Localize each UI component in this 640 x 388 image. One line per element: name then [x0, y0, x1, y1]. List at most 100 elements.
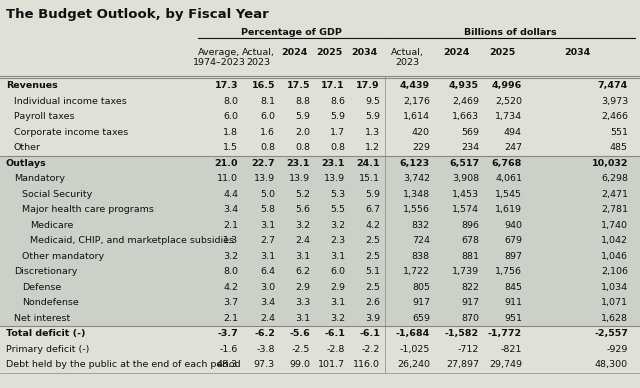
Text: 822: 822 [461, 283, 479, 292]
Bar [0, 218, 640, 233]
Text: 2,469: 2,469 [452, 97, 479, 106]
Bar [0, 156, 640, 171]
Text: 2,466: 2,466 [601, 112, 628, 121]
Text: 6,768: 6,768 [492, 159, 522, 168]
Text: 5.3: 5.3 [330, 190, 345, 199]
Text: 4,439: 4,439 [400, 81, 430, 90]
Text: 1,348: 1,348 [403, 190, 430, 199]
Text: 1,628: 1,628 [601, 314, 628, 323]
Text: 2.0: 2.0 [295, 128, 310, 137]
Text: 2024: 2024 [282, 48, 308, 57]
Text: 17.5: 17.5 [287, 81, 310, 90]
Text: -6.1: -6.1 [359, 329, 380, 338]
Text: 97.3: 97.3 [254, 360, 275, 369]
Text: 5.1: 5.1 [365, 267, 380, 276]
Text: Outlays: Outlays [6, 159, 47, 168]
Text: Percentage of GDP: Percentage of GDP [241, 28, 342, 37]
Text: 896: 896 [461, 221, 479, 230]
Text: 5.5: 5.5 [330, 205, 345, 214]
Text: 8.6: 8.6 [330, 97, 345, 106]
Text: -6.1: -6.1 [324, 329, 345, 338]
Text: 4.2: 4.2 [365, 221, 380, 230]
Text: 1.3: 1.3 [223, 236, 238, 245]
Text: 22.7: 22.7 [252, 159, 275, 168]
Text: 2.1: 2.1 [223, 221, 238, 230]
Bar [0, 357, 640, 372]
Text: 6.0: 6.0 [260, 112, 275, 121]
Text: 3.1: 3.1 [295, 252, 310, 261]
Text: Major health care programs: Major health care programs [22, 205, 154, 214]
Text: -3.8: -3.8 [257, 345, 275, 354]
Text: 27,897: 27,897 [446, 360, 479, 369]
Text: 2034: 2034 [351, 48, 378, 57]
Text: 1.6: 1.6 [260, 128, 275, 137]
Text: 2.5: 2.5 [365, 283, 380, 292]
Text: 101.7: 101.7 [318, 360, 345, 369]
Text: 3.4: 3.4 [223, 205, 238, 214]
Text: 2.1: 2.1 [223, 314, 238, 323]
Text: -2.5: -2.5 [292, 345, 310, 354]
Text: 0.8: 0.8 [330, 143, 345, 152]
Text: Primary deficit (-): Primary deficit (-) [6, 345, 90, 354]
Text: -929: -929 [607, 345, 628, 354]
Text: 6.0: 6.0 [330, 267, 345, 276]
Text: 2,106: 2,106 [601, 267, 628, 276]
Text: 6,298: 6,298 [601, 174, 628, 183]
Text: 1,545: 1,545 [495, 190, 522, 199]
Text: 940: 940 [504, 221, 522, 230]
Bar [0, 187, 640, 202]
Text: 3,908: 3,908 [452, 174, 479, 183]
Text: 0.8: 0.8 [295, 143, 310, 152]
Text: Medicaid, CHIP, and marketplace subsidies: Medicaid, CHIP, and marketplace subsidie… [30, 236, 234, 245]
Text: 2.6: 2.6 [365, 298, 380, 307]
Text: 951: 951 [504, 314, 522, 323]
Text: 2.9: 2.9 [330, 283, 345, 292]
Text: 5.8: 5.8 [260, 205, 275, 214]
Text: 17.9: 17.9 [356, 81, 380, 90]
Text: 897: 897 [504, 252, 522, 261]
Text: 2034: 2034 [564, 48, 590, 57]
Text: 1.7: 1.7 [330, 128, 345, 137]
Text: 832: 832 [412, 221, 430, 230]
Text: 3.4: 3.4 [260, 298, 275, 307]
Text: Payroll taxes: Payroll taxes [14, 112, 74, 121]
Text: 724: 724 [412, 236, 430, 245]
Text: 3.1: 3.1 [330, 298, 345, 307]
Bar [0, 233, 640, 248]
Text: 1,722: 1,722 [403, 267, 430, 276]
Text: 6,123: 6,123 [400, 159, 430, 168]
Text: 8.0: 8.0 [223, 97, 238, 106]
Text: 5.6: 5.6 [295, 205, 310, 214]
Text: 17.3: 17.3 [214, 81, 238, 90]
Text: 17.1: 17.1 [321, 81, 345, 90]
Text: 3.1: 3.1 [260, 252, 275, 261]
Text: 1,034: 1,034 [601, 283, 628, 292]
Text: 838: 838 [412, 252, 430, 261]
Text: 1.5: 1.5 [223, 143, 238, 152]
Text: 0.8: 0.8 [260, 143, 275, 152]
Text: Net interest: Net interest [14, 314, 70, 323]
Text: 2024: 2024 [444, 48, 470, 57]
Bar [0, 171, 640, 187]
Bar [0, 310, 640, 326]
Text: Total deficit (-): Total deficit (-) [6, 329, 86, 338]
Text: -1.6: -1.6 [220, 345, 238, 354]
Text: -5.6: -5.6 [289, 329, 310, 338]
Text: 6.4: 6.4 [260, 267, 275, 276]
Text: 569: 569 [461, 128, 479, 137]
Text: 6,517: 6,517 [449, 159, 479, 168]
Bar [0, 140, 640, 156]
Text: 29,749: 29,749 [489, 360, 522, 369]
Text: 4.2: 4.2 [223, 283, 238, 292]
Text: 1.2: 1.2 [365, 143, 380, 152]
Text: -1,582: -1,582 [445, 329, 479, 338]
Bar [0, 341, 640, 357]
Text: 234: 234 [461, 143, 479, 152]
Text: 16.5: 16.5 [252, 81, 275, 90]
Text: 15.1: 15.1 [359, 174, 380, 183]
Text: 1,042: 1,042 [601, 236, 628, 245]
Text: 229: 229 [412, 143, 430, 152]
Text: 4,935: 4,935 [449, 81, 479, 90]
Text: 5.9: 5.9 [295, 112, 310, 121]
Text: -1,684: -1,684 [396, 329, 430, 338]
